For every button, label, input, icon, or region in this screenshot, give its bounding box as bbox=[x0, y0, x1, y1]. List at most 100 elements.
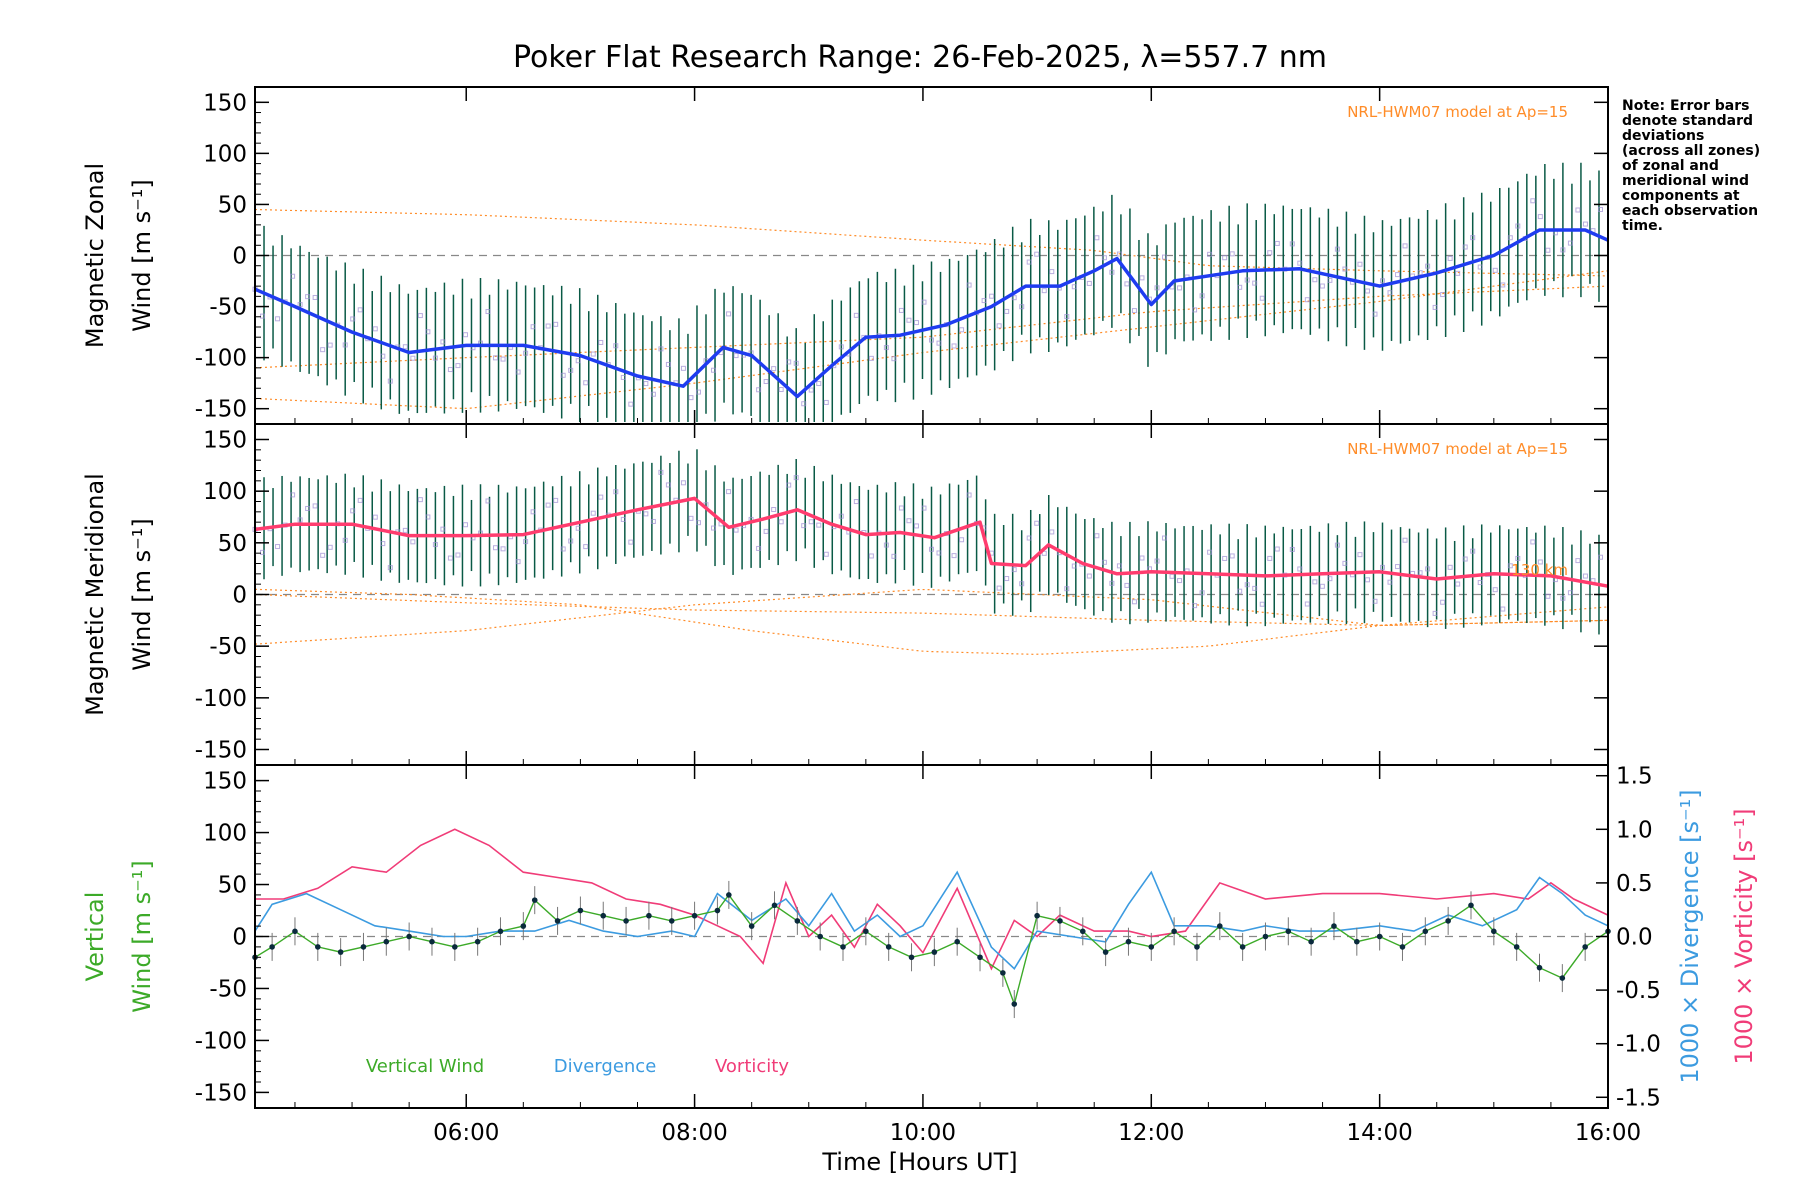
zone-point bbox=[523, 539, 529, 545]
zone-point bbox=[290, 273, 296, 279]
x-tick-label: 06:00 bbox=[433, 1120, 499, 1146]
y-tick-label: 0 bbox=[232, 583, 247, 609]
zone-point bbox=[350, 508, 356, 514]
zone-point bbox=[545, 323, 551, 329]
zone-point bbox=[575, 525, 581, 531]
zone-point bbox=[1537, 559, 1543, 565]
zone-point bbox=[1582, 221, 1588, 227]
x-tick-label: 14:00 bbox=[1346, 1120, 1412, 1146]
y-axis-title-line1: Magnetic Meridional bbox=[81, 473, 109, 716]
note-line: (across all zones) bbox=[1622, 143, 1760, 159]
note-line: components at bbox=[1622, 188, 1740, 204]
zone-point bbox=[1597, 206, 1603, 212]
zone-point bbox=[1086, 280, 1092, 286]
zone-point bbox=[485, 498, 491, 504]
zonal-wind-line bbox=[254, 228, 1609, 399]
vertical-wind-point bbox=[1354, 938, 1360, 945]
vorticity-axis-title: 1000 × Vorticity [s⁻¹] bbox=[1730, 808, 1758, 1064]
zone-point bbox=[1402, 537, 1408, 543]
vertical-wind-point bbox=[1285, 928, 1292, 935]
zone-point bbox=[402, 344, 408, 350]
zone-point bbox=[853, 312, 859, 318]
zone-point bbox=[823, 551, 829, 557]
zone-scatter bbox=[252, 198, 1603, 407]
vertical-wind-point bbox=[726, 892, 732, 898]
zone-point bbox=[1109, 269, 1115, 275]
zone-point bbox=[906, 518, 912, 524]
x-tick-label: 12:00 bbox=[1118, 1120, 1184, 1146]
vertical-wind-point bbox=[1308, 938, 1314, 945]
vertical-wind-point bbox=[1331, 923, 1337, 929]
y-tick-label: -50 bbox=[209, 976, 247, 1002]
right-tick-label: -0.5 bbox=[1616, 978, 1661, 1004]
zone-point bbox=[568, 538, 574, 544]
zone-point bbox=[1086, 573, 1092, 579]
zone-point bbox=[1011, 567, 1017, 573]
zone-point bbox=[1259, 295, 1265, 301]
zone-point bbox=[1116, 251, 1122, 257]
zone-point bbox=[838, 513, 844, 519]
zone-point bbox=[711, 367, 717, 373]
zone-point bbox=[260, 549, 266, 555]
zone-point bbox=[1109, 580, 1115, 586]
y-tick-label: 50 bbox=[218, 531, 247, 557]
zone-point bbox=[553, 497, 559, 503]
zone-point bbox=[620, 516, 626, 522]
vorticity-line bbox=[255, 828, 1609, 971]
zone-point bbox=[1041, 550, 1047, 556]
vertical-wind-point bbox=[1057, 918, 1063, 924]
vertical-wind-point bbox=[771, 902, 778, 909]
zone-point bbox=[1372, 311, 1378, 317]
zone-point bbox=[1222, 255, 1228, 261]
zone-point bbox=[1026, 259, 1032, 265]
note-line: Note: Error bars bbox=[1622, 98, 1749, 114]
panel-1: NRL-HWM07 model at Ap=15 -150 -100 -50 0 50 10… bbox=[81, 86, 1609, 425]
note-line: denote standard bbox=[1622, 113, 1753, 129]
zone-point bbox=[1560, 247, 1566, 253]
vertical-wind-point bbox=[1125, 938, 1132, 945]
zone-point bbox=[590, 510, 596, 516]
y-tick-label: 100 bbox=[203, 821, 247, 847]
zone-point bbox=[680, 365, 686, 371]
zone-point bbox=[1380, 564, 1385, 570]
zone-point bbox=[771, 366, 777, 372]
zone-point bbox=[1064, 314, 1070, 320]
legend-item: Vorticity bbox=[715, 1056, 789, 1077]
zone-point bbox=[432, 542, 438, 548]
vertical-wind-point bbox=[1422, 928, 1429, 935]
note-line: each observation bbox=[1622, 203, 1758, 219]
zone-point bbox=[1425, 566, 1431, 572]
zone-point bbox=[1267, 555, 1273, 561]
zone-point bbox=[530, 324, 536, 330]
zone-point bbox=[455, 363, 461, 369]
zone-point bbox=[515, 369, 521, 375]
vertical-wind-points bbox=[252, 880, 1611, 1019]
zone-point bbox=[1492, 587, 1498, 593]
zone-point bbox=[1500, 282, 1506, 288]
zone-point bbox=[1101, 559, 1107, 565]
zone-point bbox=[1575, 207, 1581, 213]
vertical-wind-point bbox=[520, 923, 527, 929]
y-tick-label: -150 bbox=[195, 1080, 247, 1106]
vertical-wind-point bbox=[337, 949, 344, 955]
vertical-wind-point bbox=[1034, 912, 1040, 919]
zone-point bbox=[1582, 573, 1588, 579]
zone-point bbox=[440, 339, 446, 345]
zone-point bbox=[786, 482, 792, 488]
zone-point bbox=[786, 359, 792, 365]
zone-point bbox=[1387, 579, 1393, 585]
zone-point bbox=[1357, 261, 1363, 267]
zone-point bbox=[1131, 308, 1137, 314]
y-tick-label: -100 bbox=[195, 1028, 247, 1054]
zone-point bbox=[778, 387, 784, 393]
zone-point bbox=[726, 489, 732, 495]
zone-point bbox=[1229, 553, 1235, 559]
zone-point bbox=[929, 546, 934, 552]
zone-point bbox=[1004, 308, 1010, 314]
zone-point bbox=[1124, 281, 1130, 287]
zone-point bbox=[665, 361, 671, 367]
zone-point bbox=[1139, 275, 1145, 281]
zone-point bbox=[1297, 260, 1303, 266]
zone-point bbox=[1312, 277, 1318, 283]
zone-point bbox=[1131, 599, 1137, 605]
